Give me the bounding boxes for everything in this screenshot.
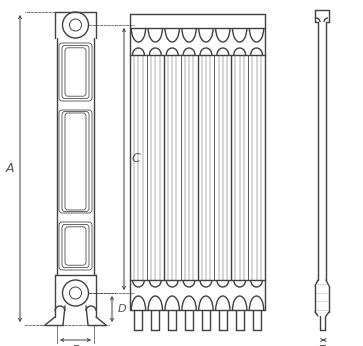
Text: B: B (71, 344, 80, 346)
Text: E: E (318, 344, 326, 346)
Text: A: A (6, 162, 14, 175)
Text: C: C (132, 153, 140, 165)
Text: D: D (118, 304, 126, 314)
